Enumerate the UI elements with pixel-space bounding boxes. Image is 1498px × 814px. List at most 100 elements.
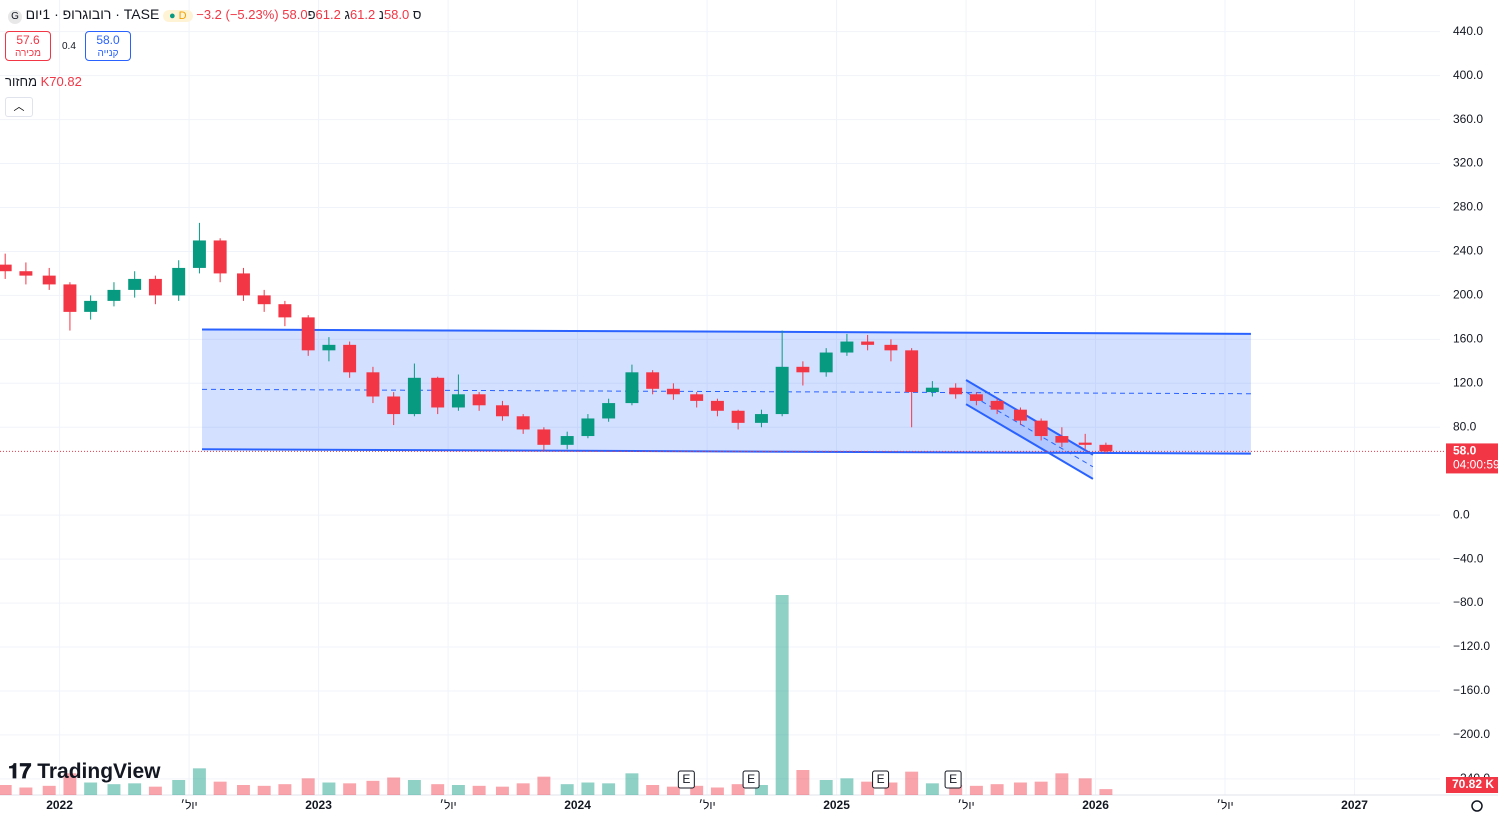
y-tick-label: 200.0 [1453,288,1483,302]
candle-body [690,394,704,401]
candle-body [666,388,680,395]
candle-body [646,372,660,389]
x-tick-label: יול׳ [957,798,974,812]
y-tick-label: −200.0 [1453,727,1490,741]
volume-bar [1078,778,1092,795]
sell-label: מכירה [14,48,42,59]
volume-bar [537,776,551,795]
candle-body [949,387,963,395]
candle-body [1013,409,1027,421]
low-label: נ [378,7,384,22]
volume-bar [236,785,250,795]
volume-bar [257,785,271,795]
event-marker [677,770,695,789]
volume-bar [301,778,315,795]
buy-button[interactable]: 58.0 קנייה [85,31,131,61]
x-tick-label: יול׳ [698,798,715,812]
open-label: פ [307,7,316,22]
low: 58.0 [383,7,410,22]
spread: 0.4 [62,41,76,52]
candle-body [128,278,142,290]
volume-bar [646,785,660,795]
candle-body [796,366,810,373]
volume-bar [42,785,56,795]
candle-body [625,372,639,404]
candle-body [192,240,206,268]
change: −3.2 (−5.23%) [196,7,279,22]
candle-body [84,300,98,312]
volume-legend: מחזור K70.82 [5,74,82,89]
volume-bar [690,785,704,795]
event-marker [944,770,962,789]
volume-label: מחזור [5,74,38,89]
y-tick-label: 320.0 [1453,156,1483,170]
interval-badge: ● D [162,10,193,22]
candle-body [19,271,33,276]
collapse-button[interactable]: ︿ [5,97,33,117]
volume-bar [84,782,98,795]
x-tick-label: יול׳ [1216,798,1233,812]
candle-body [516,416,530,430]
x-tick-label: 2024 [564,798,591,812]
candle-body [969,394,983,401]
candle-body [472,394,486,406]
volume-bar [472,785,486,795]
close-label: ס [412,7,422,22]
volume-bar [731,784,745,795]
symbol[interactable]: רובוגרופ · 1יום · TASE [25,6,160,22]
candle-body [1034,420,1048,437]
y-tick-label: 240.0 [1453,244,1483,258]
volume-bar [666,786,680,795]
candle-body [581,418,595,437]
candle-body [343,344,357,373]
buy-label: קנייה [97,48,119,59]
candle-body [495,405,509,417]
x-tick-label: יול׳ [439,798,456,812]
settings-icon[interactable] [1471,800,1483,812]
legend-row: G רובוגרופ · 1יום · TASE ● D −3.2 (−5.23… [8,6,421,24]
volume-bar [602,783,616,795]
volume-bar [840,778,854,795]
logo: 𝟏𝟕 TradingView [8,760,161,783]
candle-body [602,403,616,419]
candle-body [63,284,77,312]
sell-button[interactable]: 57.6 מכירה [5,31,51,61]
event-label: E [949,772,957,786]
candle-body [731,410,745,423]
volume-bar [925,783,939,795]
x-tick-label: 2027 [1341,798,1368,812]
y-tick-label: 360.0 [1453,112,1483,126]
price-label-bg [1446,443,1498,474]
y-tick-label: 280.0 [1453,200,1483,214]
volume-bar [407,780,421,795]
volume-bar [495,786,509,795]
price-label: 58.0 [1453,444,1477,458]
volume-bar [819,780,833,795]
candle-body [301,317,315,351]
volume-bar [969,785,983,795]
y-tick-label: −160.0 [1453,683,1490,697]
volume-bar [625,773,639,795]
y-tick-label: 80.0 [1453,419,1477,433]
volume-bar [710,787,724,795]
candle-body [366,372,380,397]
volume-bar [861,781,875,795]
volume-bar [63,773,77,795]
volume-bar [172,780,186,795]
candle-body [1055,436,1069,443]
channel-mid [965,391,1094,468]
candle-body [1099,444,1113,452]
volume-bar [1055,773,1069,795]
candle-body [990,400,1004,410]
candle-body [560,436,574,445]
volume-bar [387,777,401,795]
candle-body [42,275,56,285]
x-tick-label: 2025 [823,798,850,812]
candle-body [322,344,336,351]
volume-bar [949,785,963,795]
x-tick-label: 2023 [305,798,332,812]
volume-bar [990,784,1004,795]
candle-body [172,267,186,296]
